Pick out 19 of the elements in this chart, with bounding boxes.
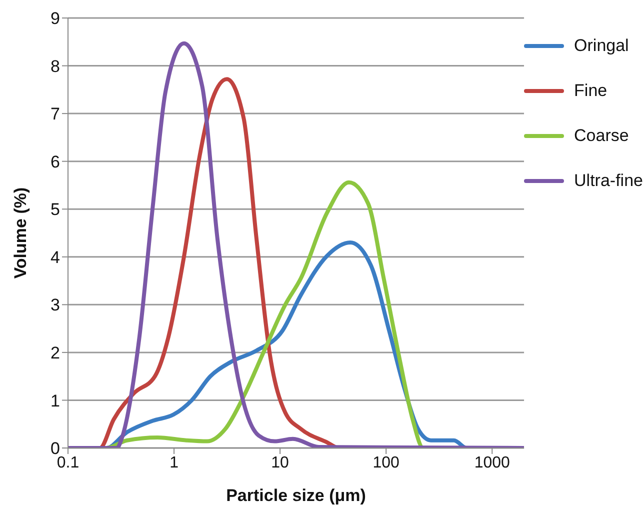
y-tick-label: 2: [50, 343, 60, 362]
y-tick-label: 5: [50, 200, 60, 220]
x-tick-label: 100: [372, 454, 400, 472]
x-tick-label: 1: [170, 454, 179, 472]
y-tick-label: 9: [50, 9, 60, 28]
legend-label: Fine: [574, 80, 608, 100]
legend-label: Oringal: [574, 36, 629, 56]
y-tick-label: 1: [50, 391, 60, 410]
x-tick-label: 1000: [474, 454, 510, 472]
legend-label: Ultra-fine: [574, 170, 643, 190]
legend-label: Coarse: [574, 126, 629, 146]
y-tick-label: 3: [50, 296, 60, 315]
y-tick-label: 6: [50, 152, 60, 172]
y-tick-label: 8: [50, 56, 60, 76]
y-axis-title: Volume (%): [11, 187, 30, 279]
x-tick-label: 10: [271, 454, 290, 472]
y-tick-label: 4: [50, 248, 60, 267]
x-axis-title: Particle size (μm): [226, 486, 366, 505]
y-tick-label: 7: [50, 104, 60, 124]
